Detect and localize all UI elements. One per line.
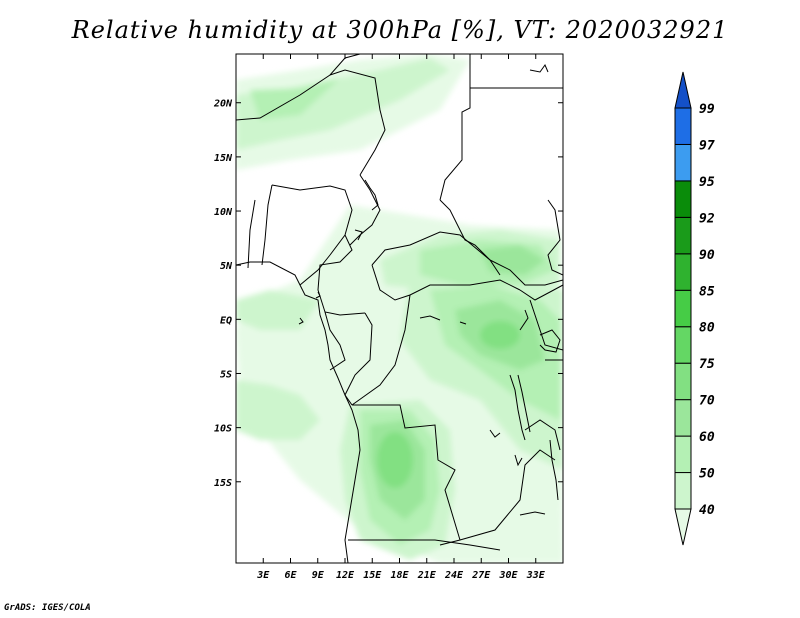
colorbar-segment (674, 399, 692, 437)
border-ethiopia (547, 199, 563, 276)
colorbar-segment (674, 216, 692, 255)
lake-kariba (519, 511, 546, 516)
border-togo (247, 199, 256, 269)
nile-river (364, 179, 379, 211)
border-drc-north (519, 284, 563, 301)
lake-tanganyika-east (517, 374, 531, 433)
lake-malawi (549, 439, 559, 501)
colorbar-label: 90 (699, 248, 715, 263)
y-tick-label: 5N (220, 261, 233, 272)
border-car-south (371, 264, 521, 301)
lake-bangweulu (514, 454, 523, 467)
island-4 (459, 321, 467, 325)
colorbar-high-triangle (674, 71, 692, 109)
rh-75-congo (480, 321, 520, 349)
colorbar-label: 75 (699, 357, 715, 372)
border-algeria-libya (329, 69, 386, 176)
border-libya-egypt (439, 54, 471, 201)
y-tick-label: 5S (220, 369, 232, 380)
island-3 (419, 315, 441, 321)
rh-50-guinea (236, 380, 320, 440)
colorbar-label: 95 (699, 175, 715, 190)
border-drc-west (351, 294, 411, 406)
border-benin (261, 184, 273, 266)
colorbar-segment (674, 435, 692, 474)
colorbar-label: 80 (699, 321, 715, 336)
colorbar: 40 50 60 70 75 80 85 90 92 95 97 99 (674, 71, 715, 546)
x-tick-label: 15E (363, 570, 382, 581)
colorbar-label: 70 (699, 394, 715, 409)
y-tick-label: 15S (214, 478, 232, 489)
colorbar-segment (674, 326, 692, 364)
x-tick-label: 21E (417, 570, 437, 581)
lake-albert (519, 309, 529, 331)
border-niger-chad (349, 174, 381, 246)
colorbar-label: 50 (699, 467, 715, 482)
rh-75-angola (377, 432, 413, 488)
x-tick-label: 24E (444, 570, 464, 581)
colorbar-segment (674, 180, 692, 218)
colorbar-label: 40 (699, 503, 715, 518)
colorbar-label: 60 (699, 430, 715, 445)
border-cameroon (317, 234, 366, 316)
x-tick-label: 18E (390, 570, 409, 581)
rh-60-sahara (250, 78, 340, 120)
border-sudan-chad (439, 199, 491, 261)
colorbar-low-triangle (674, 508, 692, 546)
x-tick-label: 27E (471, 570, 491, 581)
lake-tanganyika (509, 374, 526, 441)
lake-chad (354, 229, 363, 241)
x-axis: 3E 6E 9E 12E 15E 18E 21E 24E 27E 30E 33E (256, 54, 546, 581)
x-tick-label: 30E (498, 570, 518, 581)
y-tick-label: 10N (214, 207, 233, 218)
rh-50-coast (236, 290, 320, 330)
colorbar-segment (674, 253, 692, 291)
sinai (529, 63, 549, 73)
rh-50-sahara (236, 58, 450, 150)
x-tick-label: 6E (284, 570, 297, 581)
x-tick-label: 3E (256, 570, 270, 581)
colorbar-label: 85 (699, 284, 715, 299)
border-namibia (348, 539, 501, 551)
border-gabon (324, 311, 346, 371)
colorbar-label: 99 (699, 102, 715, 117)
x-tick-label: 12E (336, 570, 355, 581)
border-uganda (529, 299, 563, 351)
y-tick-label: 10S (214, 424, 232, 435)
colorbar-segment (674, 362, 692, 401)
rh-70-car (480, 245, 545, 275)
y-axis: 20N 15N 10N 5N EQ 5S 10S 15S (213, 99, 563, 489)
coastline-west (236, 261, 361, 563)
border-zambia-mw (524, 419, 561, 451)
y-tick-label: EQ (220, 315, 232, 326)
border-west-sahara (236, 54, 361, 121)
colorbar-segment (674, 143, 692, 182)
humidity-field (236, 54, 563, 563)
border-zambia (459, 449, 556, 541)
grads-credit: GrADS: IGES/COLA (4, 603, 91, 613)
y-tick-label: 15N (214, 153, 233, 164)
lake-mweru (489, 429, 501, 438)
border-sudan-south (489, 259, 563, 286)
colorbar-segment (674, 472, 692, 510)
colorbar-label: 92 (699, 211, 715, 226)
x-tick-label: 33E (526, 570, 546, 581)
y-tick-label: 20N (213, 99, 233, 110)
border-angola (352, 404, 461, 546)
colorbar-label: 97 (699, 138, 715, 153)
colorbar-segment (674, 289, 692, 328)
island-2 (298, 317, 304, 325)
lake-victoria (539, 329, 561, 353)
colorbar-segment (674, 107, 692, 145)
chart-title: Relative humidity at 300hPa [%], VT: 202… (71, 16, 729, 44)
x-tick-label: 9E (312, 570, 325, 581)
island-1 (315, 291, 321, 299)
country-borders (236, 54, 563, 563)
